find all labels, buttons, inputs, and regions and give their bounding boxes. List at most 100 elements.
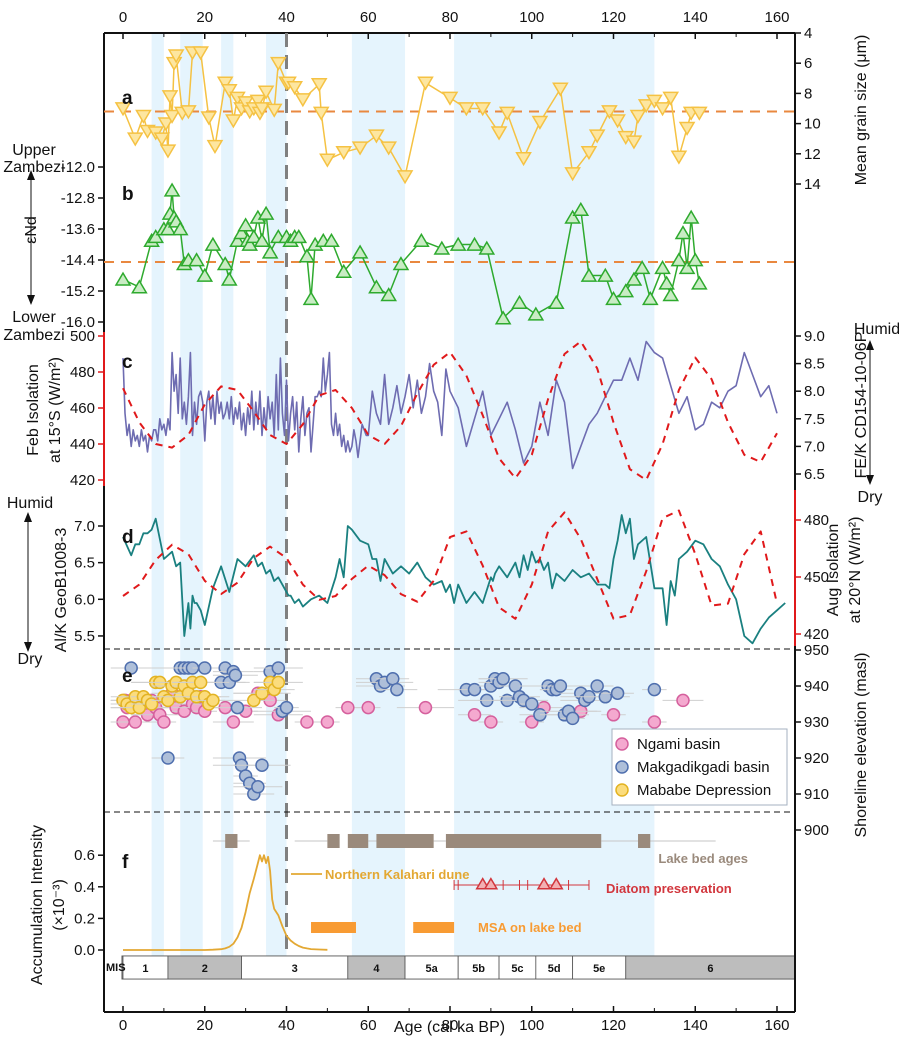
end-point bbox=[245, 228, 263, 244]
end-point bbox=[658, 275, 675, 290]
grain-size-point bbox=[319, 153, 336, 168]
shoreline-axis-tick-label: 930 bbox=[804, 714, 829, 731]
grain-size-point bbox=[654, 102, 671, 117]
x-tick-label-top: 160 bbox=[764, 9, 789, 26]
end-point bbox=[257, 205, 275, 220]
shoreline-point-2 bbox=[193, 675, 208, 690]
feb-insolation-title-line: Feb Isolation bbox=[25, 364, 42, 456]
end-point bbox=[237, 217, 254, 232]
fe-k-axis-tick-label: 7.0 bbox=[804, 438, 825, 455]
grain-size-point bbox=[368, 129, 385, 144]
aug-insolation-axis-tick-label: 420 bbox=[804, 626, 829, 643]
feb-insolation-axis-tick-label: 440 bbox=[70, 436, 95, 453]
end-point bbox=[625, 271, 643, 286]
end-point bbox=[302, 290, 320, 306]
mis-stage-bar bbox=[121, 955, 796, 980]
zambezi-arrow-head-up bbox=[27, 170, 35, 180]
grain-size-point bbox=[417, 76, 434, 91]
al-k-dry-label: Dry bbox=[18, 651, 43, 668]
end-point bbox=[380, 287, 397, 302]
msa-bar bbox=[311, 922, 356, 933]
shoreline-point-0 bbox=[606, 708, 621, 722]
end-point bbox=[605, 290, 622, 306]
al-k-axis-title: Al/K GeoB1008-3 bbox=[53, 528, 70, 653]
accumulation-axis-tick-label: 0.6 bbox=[74, 847, 95, 864]
shoreline-point-0 bbox=[361, 700, 375, 715]
grain-size-point bbox=[161, 90, 179, 105]
grain-size-point bbox=[216, 76, 234, 91]
accumulation-axis-tick-label: 0.0 bbox=[74, 942, 95, 959]
end-point bbox=[682, 209, 700, 224]
humid-band bbox=[351, 33, 406, 956]
data-series bbox=[110, 46, 788, 951]
end-point bbox=[163, 182, 181, 197]
axes bbox=[24, 32, 874, 1013]
al-k-axis-tick-label: 6.0 bbox=[74, 591, 95, 608]
grain-size-axis-tick-label: 8 bbox=[804, 85, 812, 102]
aug-insolation-title-line: Aug Isolation bbox=[825, 524, 842, 617]
shoreline-point-0 bbox=[226, 715, 241, 729]
grain-size-point bbox=[662, 91, 680, 106]
fe-k-humid-dry-arrow-head-up bbox=[866, 340, 874, 350]
msa-bar bbox=[413, 922, 455, 933]
end-point bbox=[686, 252, 704, 267]
grain-size-point bbox=[380, 141, 397, 156]
end-point bbox=[368, 279, 385, 294]
mis-stage-label: 4 bbox=[373, 963, 380, 975]
panel-letter-b: b bbox=[122, 184, 134, 205]
grain-size-point bbox=[646, 94, 663, 109]
lake-bed-ages-label: Lake bed ages bbox=[658, 851, 748, 866]
x-tick-label-bottom: 140 bbox=[683, 1017, 708, 1034]
grain-size-point bbox=[257, 85, 275, 100]
mis-stage-label: 3 bbox=[292, 963, 298, 975]
shoreline-point-1 bbox=[279, 700, 294, 715]
humid-band bbox=[180, 33, 203, 956]
grain-size-point bbox=[253, 102, 271, 117]
end-point bbox=[204, 236, 222, 251]
end-point bbox=[564, 209, 581, 224]
fe-k-humid-label: Humid bbox=[854, 321, 899, 338]
end-axis-tick-label: -12.8 bbox=[61, 190, 95, 207]
al-k-axis-tick-label: 6.5 bbox=[74, 555, 95, 572]
zambezi-arrow-head-down bbox=[27, 295, 35, 305]
grain-size-point bbox=[270, 56, 287, 71]
end-axis-tick-label: -15.2 bbox=[61, 283, 95, 300]
x-tick-label-top: 40 bbox=[278, 9, 295, 26]
end-point bbox=[674, 225, 692, 240]
end-point bbox=[547, 294, 565, 309]
end-point bbox=[323, 232, 340, 247]
shoreline-point-1 bbox=[271, 661, 286, 675]
al-k-axis-tick-label: 5.5 bbox=[74, 628, 95, 645]
shoreline-point-2 bbox=[206, 693, 220, 708]
grain-size-axis-tick-label: 4 bbox=[804, 25, 812, 42]
legend-label: Ngami basin bbox=[637, 736, 720, 753]
aug-insolation-axis-tick-label: 450 bbox=[804, 569, 829, 586]
end-point bbox=[449, 236, 467, 251]
grain-size-point bbox=[180, 105, 197, 120]
aug-insolation-axis-tick-label: 480 bbox=[804, 512, 829, 529]
kalahari-dune-line bbox=[123, 854, 328, 951]
grain-size-point bbox=[192, 46, 209, 61]
fe-k-humid-dry-arrow-head-down bbox=[866, 475, 874, 485]
end-point bbox=[188, 252, 205, 267]
mis-label: MIS bbox=[106, 962, 126, 974]
grain-size-point bbox=[220, 84, 238, 99]
end-point bbox=[392, 256, 410, 271]
al-k-line bbox=[122, 514, 786, 645]
end-point bbox=[298, 248, 316, 263]
grain-size-point bbox=[396, 170, 414, 185]
humid-band bbox=[266, 33, 287, 956]
end-point bbox=[229, 232, 246, 247]
mis-stage-label: 5b bbox=[472, 963, 485, 975]
end-point bbox=[597, 267, 614, 282]
grain-size-point bbox=[225, 114, 242, 129]
panel-letter-e: e bbox=[122, 666, 133, 687]
fe-k-axis-tick-label: 7.5 bbox=[804, 411, 825, 428]
shoreline-point-0 bbox=[418, 700, 433, 715]
shoreline-point-1 bbox=[598, 690, 613, 704]
end-point bbox=[478, 240, 496, 255]
x-tick-label-bottom: 80 bbox=[442, 1017, 459, 1034]
end-point bbox=[413, 232, 430, 247]
grain-size-point bbox=[310, 77, 328, 93]
